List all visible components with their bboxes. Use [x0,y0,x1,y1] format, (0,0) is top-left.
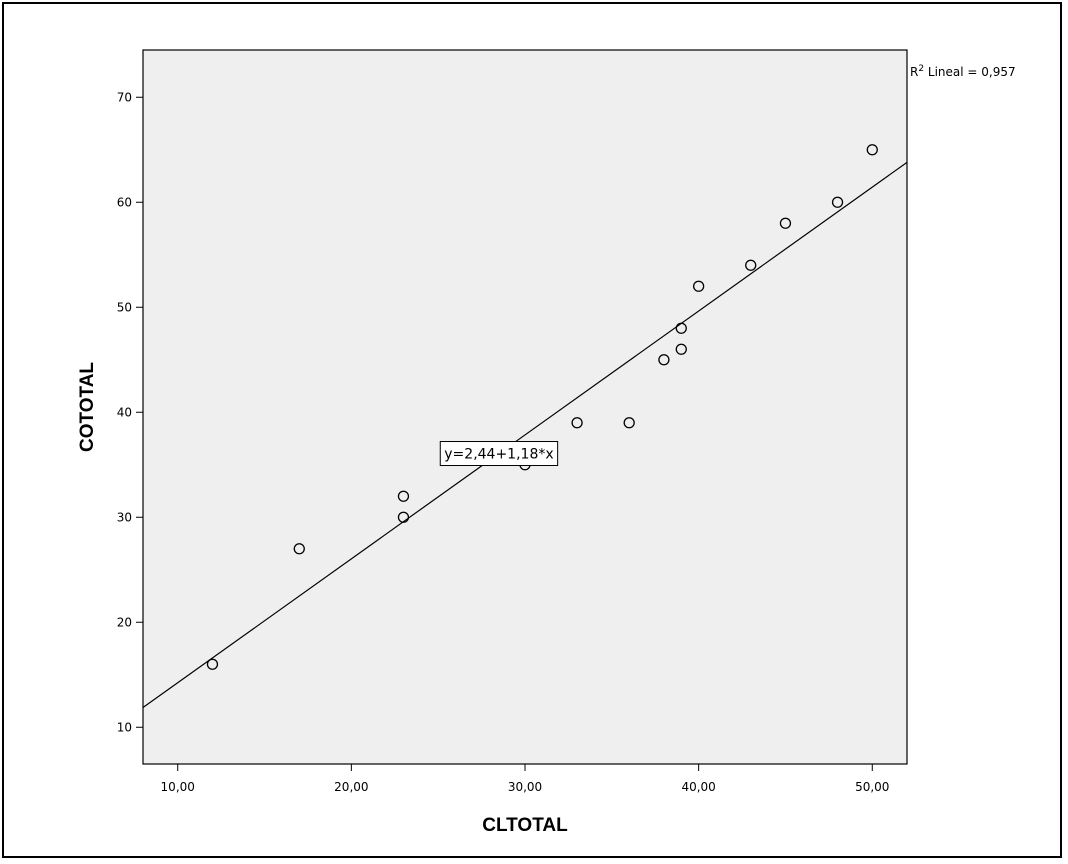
data-point [571,417,583,429]
data-point [293,543,305,555]
plot-area [142,49,908,765]
r2-value: Lineal = 0,957 [924,65,1016,79]
equation-label-box: y=2,44+1,18*x [439,441,559,467]
x-tick-label: 10,00 [161,780,195,794]
data-point [397,511,410,523]
x-axis: 10,00 20,00 30,00 40,00 50,00 [161,764,889,794]
r2-label: R2 Lineal = 0,957 [910,64,1016,79]
x-tick-label: 20,00 [334,780,368,794]
y-tick-label: 40 [117,405,132,419]
data-point [675,322,687,334]
data-point [831,196,844,208]
data-point [692,280,705,292]
y-tick-label: 60 [117,195,132,209]
y-tick-label: 30 [117,510,132,524]
x-tick-label: 30,00 [508,780,542,794]
y-axis-title: COTOTAL [77,362,98,452]
x-tick-label: 50,00 [855,780,889,794]
data-point [745,259,757,271]
data-point [623,417,635,429]
r2-superscript: 2 [918,64,924,74]
x-axis-title: CLTOTAL [482,815,568,836]
y-axis: 10 20 30 40 50 60 70 [117,90,143,734]
y-tick-label: 70 [117,90,132,104]
r2-prefix: R [910,65,918,79]
y-tick-label: 10 [117,720,132,734]
data-point [206,658,219,670]
y-tick-label: 50 [117,300,132,314]
data-point [866,144,878,156]
data-point [658,354,670,366]
data-point [675,343,687,355]
data-point [779,217,792,229]
y-tick-label: 20 [117,615,132,629]
regression-line [142,161,908,708]
equation-label: y=2,44+1,18*x [444,447,553,463]
data-point [397,490,410,502]
x-tick-label: 40,00 [681,780,715,794]
